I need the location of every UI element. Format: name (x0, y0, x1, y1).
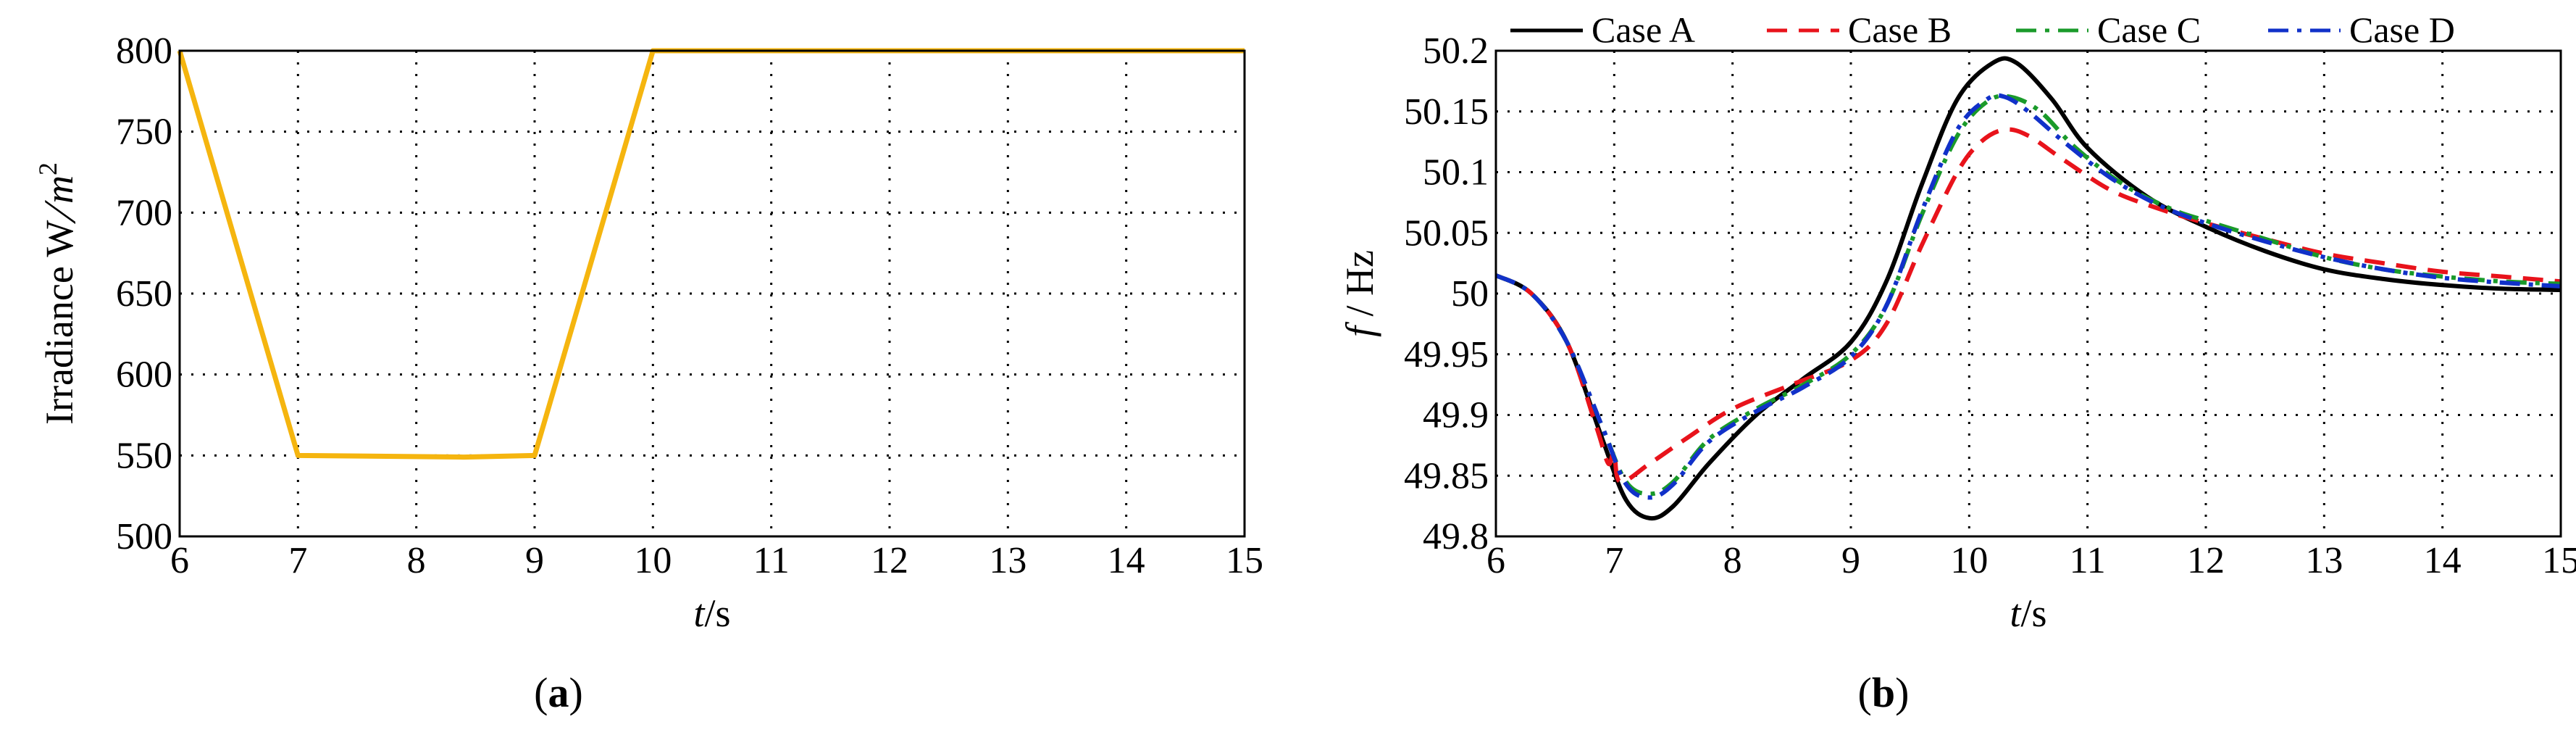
x-tick-label: 11 (753, 540, 790, 581)
x-tick-label: 10 (1950, 540, 1988, 581)
x-tick-label: 12 (2187, 540, 2225, 581)
y-tick-label: 750 (116, 112, 172, 153)
y-tick-label: 50.15 (1404, 91, 1489, 133)
x-tick-label: 6 (170, 540, 189, 581)
plot-frame-a (178, 49, 1246, 538)
panel-label-b: (b) (1858, 669, 1910, 716)
y-tick-label: 49.85 (1404, 455, 1489, 497)
y-tick-label: 700 (116, 192, 172, 233)
plot-area-b (1496, 51, 2561, 536)
chart-b: 6 7 8 9 10 11 12 13 14 15 49.8 49.85 49.9 49.95 50 50.… (1338, 9, 2576, 716)
x-tick-label: 9 (525, 540, 544, 581)
y-tick-label: 800 (116, 30, 172, 72)
y-axis-label-b: f / Hz (1338, 250, 1381, 337)
x-tick-label: 7 (1605, 540, 1623, 581)
x-axis-label-b: t/s (2010, 591, 2046, 635)
y-tick-label: 50.05 (1404, 212, 1489, 254)
y-tick-labels-b: 49.8 49.85 49.9 49.95 50 50.05 50.1 50.15 50.2 (1404, 30, 1489, 557)
x-tick-label: 15 (1226, 540, 1263, 581)
legend-b: Case A Case B Case C Case D (1510, 9, 2455, 50)
series-line-case-a (1494, 56, 2562, 521)
y-tick-label: 550 (116, 435, 172, 476)
x-tick-label: 8 (1723, 540, 1742, 581)
x-axis-label-a: t/s (693, 591, 730, 635)
x-tick-label: 11 (2070, 540, 2106, 581)
x-tick-label: 13 (2305, 540, 2343, 581)
x-tick-labels-a: 6 7 8 9 10 11 12 13 14 15 (170, 540, 1263, 581)
x-tick-label: 9 (1841, 540, 1860, 581)
legend-label: Case D (2349, 9, 2455, 50)
y-tick-label: 650 (116, 273, 172, 315)
chart-a: 6 7 8 9 10 11 12 13 14 15 500 550 600 650 700 750 800 t… (33, 30, 1263, 716)
x-tick-label: 13 (989, 540, 1026, 581)
x-tick-label: 12 (871, 540, 908, 581)
y-tick-labels-a: 500 550 600 650 700 750 800 (116, 30, 172, 557)
y-tick-label: 50.1 (1423, 152, 1489, 194)
y-tick-label: 50 (1451, 273, 1489, 315)
legend-label: Case A (1592, 9, 1695, 50)
series-group-b (1494, 56, 2562, 521)
y-tick-label: 49.95 (1404, 334, 1489, 375)
legend-label: Case B (1848, 9, 1952, 50)
x-tick-label: 10 (634, 540, 672, 581)
x-tick-label: 14 (1108, 540, 1145, 581)
y-tick-label: 50.2 (1423, 30, 1489, 72)
series-line-case-b (1494, 127, 2562, 484)
x-tick-label: 7 (288, 540, 307, 581)
x-tick-label: 14 (2424, 540, 2462, 581)
x-tick-label: 15 (2542, 540, 2576, 581)
x-tick-label: 8 (407, 540, 426, 581)
panel-label-a: (a) (534, 669, 583, 716)
x-tick-label: 6 (1486, 540, 1505, 581)
legend-label: Case C (2097, 9, 2201, 50)
plot-frame-b (1494, 49, 2562, 538)
x-tick-labels-b: 6 7 8 9 10 11 12 13 14 15 (1486, 540, 2576, 581)
y-tick-label: 600 (116, 354, 172, 396)
series-line-case-d (1494, 93, 2562, 500)
y-tick-label: 49.8 (1423, 516, 1489, 557)
y-tick-label: 500 (116, 516, 172, 557)
y-tick-label: 49.9 (1423, 395, 1489, 436)
y-axis-label-a: Irradiance W⁄m2 (33, 162, 85, 425)
